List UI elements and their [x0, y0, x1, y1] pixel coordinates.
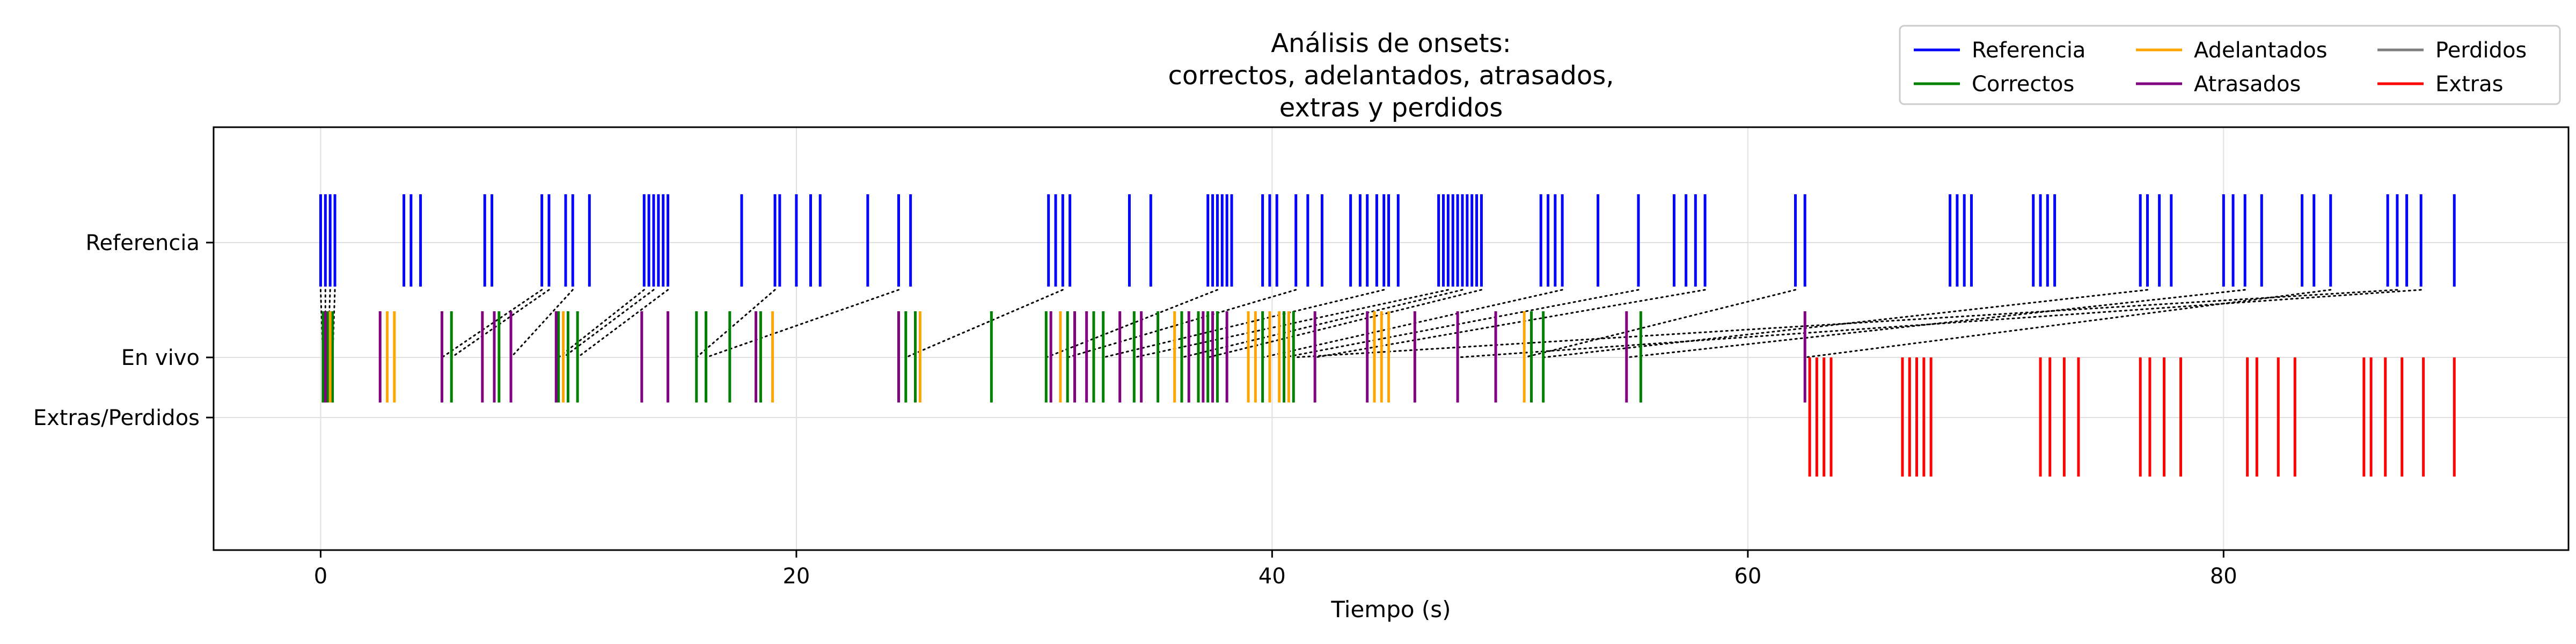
- x-tick-label-0: 0: [314, 564, 327, 589]
- x-tick-label-3: 60: [1734, 564, 1761, 589]
- match-line-21: [1314, 289, 1706, 358]
- match-line-11: [705, 289, 900, 358]
- match-line-22: [1523, 289, 1796, 358]
- match-line-23: [1542, 289, 2148, 358]
- legend-label-1: Correctos: [1972, 72, 2074, 97]
- match-line-24: [1626, 289, 2246, 358]
- x-tick-label-4: 80: [2210, 564, 2237, 589]
- x-tick-label-1: 20: [782, 564, 810, 589]
- match-line-20: [1283, 289, 1640, 358]
- match-line-13: [1045, 289, 1218, 358]
- match-line-6: [510, 289, 574, 358]
- match-line-18: [1207, 289, 1482, 358]
- chart-title-line-1: Análisis de onsets:: [1271, 28, 1511, 58]
- match-line-4: [441, 289, 543, 358]
- match-line-16: [1133, 289, 1449, 358]
- match-line-9: [576, 289, 669, 358]
- chart-title-line-2: correctos, adelantados, atrasados,: [1168, 61, 1614, 91]
- match-line-19: [1262, 289, 1563, 358]
- chart-title-line-3: extras y perdidos: [1279, 93, 1503, 123]
- y-axis-ticks: Referencia En vivo Extras/Perdidos: [33, 231, 214, 430]
- y-tick-label-0: Referencia: [86, 231, 200, 255]
- match-line-12: [905, 289, 1064, 358]
- x-axis-ticks: 0 20 40 60 80: [314, 550, 2237, 589]
- match-line-25: [1804, 289, 2332, 358]
- grid-lines: [214, 127, 2568, 550]
- match-line-7: [558, 289, 645, 358]
- x-axis-label: Tiempo (s): [1330, 596, 1451, 623]
- legend-label-0: Referencia: [1972, 38, 2085, 63]
- match-line-26: [1292, 289, 2398, 358]
- legend-label-2: Adelantados: [2194, 38, 2328, 63]
- legend-label-3: Atrasados: [2194, 72, 2301, 97]
- plot-area-frame: [213, 126, 2570, 551]
- match-line-10: [696, 289, 776, 358]
- legend-label-5: Extras: [2435, 72, 2503, 97]
- match-connectors: [319, 289, 2422, 358]
- legend-label-4: Perdidos: [2435, 38, 2527, 63]
- match-line-17: [1181, 289, 1463, 358]
- match-line-15: [1102, 289, 1385, 358]
- match-line-27: [1457, 289, 2422, 358]
- event-marks: [319, 194, 2456, 477]
- x-tick-label-2: 40: [1258, 564, 1286, 589]
- y-tick-label-1: En vivo: [121, 346, 200, 370]
- legend[interactable]: Referencia Correctos Adelantados Atrasados P…: [1899, 25, 2561, 105]
- y-tick-label-2: Extras/Perdidos: [33, 406, 200, 430]
